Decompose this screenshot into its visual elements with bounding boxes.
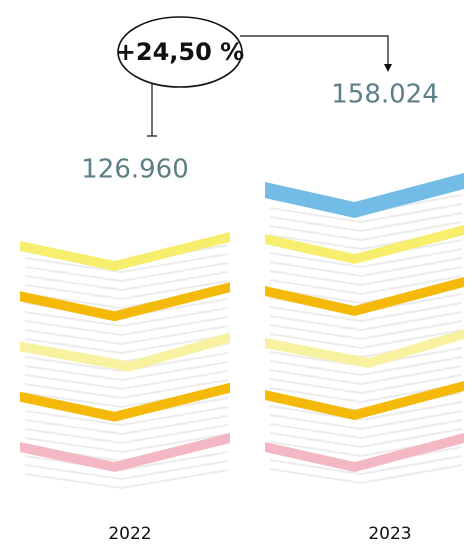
paper-line — [24, 261, 229, 282]
paper-line — [269, 320, 463, 341]
value-label: 126.960 — [81, 155, 189, 185]
paper-line — [24, 414, 229, 435]
paper-line — [269, 248, 463, 269]
paper-line — [269, 275, 463, 296]
paper-line — [269, 203, 463, 224]
paper-line — [24, 279, 229, 300]
annotation-bubble — [117, 16, 243, 88]
paper-layer — [20, 231, 230, 271]
paper-layer — [20, 282, 230, 322]
paper-line — [24, 351, 229, 372]
arrow-head — [384, 64, 392, 72]
paper-line — [24, 324, 229, 345]
paper-layer — [265, 225, 464, 264]
paper-line — [24, 369, 229, 390]
paper-line — [269, 302, 463, 323]
paper-line — [24, 378, 229, 399]
paper-layer — [265, 329, 464, 368]
paper-line — [269, 419, 463, 440]
stack — [265, 173, 464, 485]
paper-line — [269, 311, 463, 332]
paper-line — [24, 252, 229, 273]
paper-layer — [265, 433, 464, 472]
paper-layer — [265, 277, 464, 316]
x-tick-label: 2023 — [368, 524, 411, 544]
paper-line — [24, 423, 229, 444]
paper-line — [24, 306, 229, 327]
x-tick-label: 2022 — [108, 524, 151, 544]
paper-line — [24, 468, 229, 489]
paper-layer — [265, 381, 464, 420]
paper-line — [269, 356, 463, 377]
paper-line — [269, 365, 463, 386]
paper-line — [269, 428, 463, 449]
paper-line — [24, 459, 229, 480]
stack — [20, 231, 230, 489]
paper-line — [269, 401, 463, 422]
paper-line — [24, 270, 229, 291]
paper-line — [269, 221, 463, 242]
paper-line — [24, 333, 229, 354]
value-label: 158.024 — [331, 80, 439, 110]
paper-line — [269, 383, 463, 404]
connector — [240, 35, 389, 66]
paper-line — [269, 257, 463, 278]
paper-layer — [20, 382, 230, 422]
paper-layer — [265, 173, 464, 218]
annotation: +24,50 % — [116, 38, 244, 66]
paper-layer — [20, 433, 230, 472]
paper-line — [24, 360, 229, 381]
paper-layer — [20, 332, 230, 372]
paper-line — [24, 405, 229, 426]
paper-line — [269, 212, 463, 233]
paper-line — [269, 266, 463, 287]
paper-line — [269, 455, 463, 476]
paper-line — [24, 432, 229, 453]
paper-line — [269, 329, 463, 350]
paper-line — [269, 374, 463, 395]
paper-line — [269, 410, 463, 431]
paper-line — [269, 464, 463, 485]
paper-line — [24, 315, 229, 336]
